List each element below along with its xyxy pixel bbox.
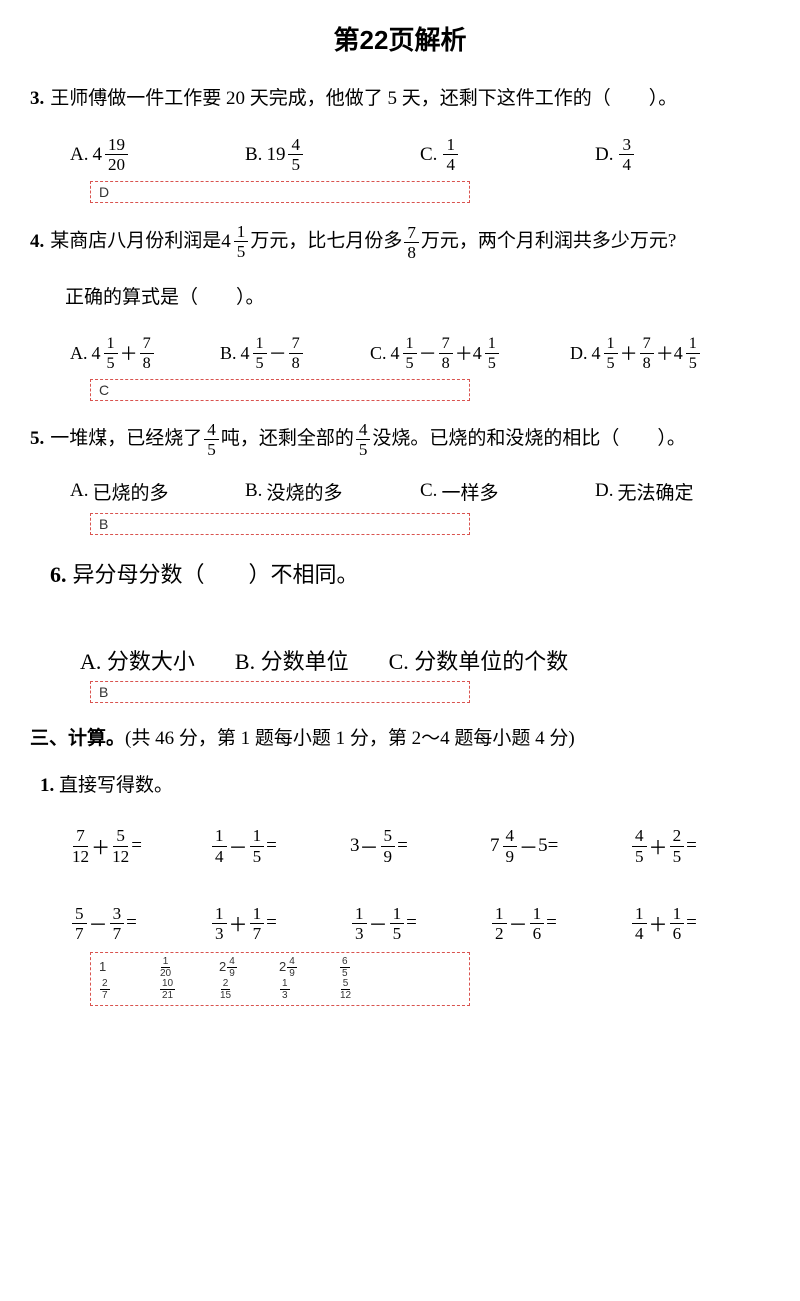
eq-2-2: 13＋17= [210, 905, 350, 942]
q6-opt-c: C. 分数单位的个数 [389, 644, 569, 676]
question-4: 4.某商店八月份利润是415万元，比七月份多78万元，两个月利润共多少万元? 正… [30, 223, 770, 400]
eq-1-4: 749－5= [490, 827, 630, 864]
q3-body: 王师傅做一件工作要 20 天完成，他做了 5 天，还剩下这件工作的（ ）。 [50, 88, 677, 109]
q4-text2: 正确的算式是（ ）。 [30, 281, 770, 315]
ans-2-5: 512 [339, 979, 399, 1001]
q5-opt-c: C.一样多 [420, 478, 595, 505]
ans-row-1: 1 120 249 249 65 [99, 957, 461, 979]
q6-num: 6. [50, 562, 67, 587]
equations-row-1: 712＋512= 14－15= 3－59= 749－5= 45＋25= [30, 827, 770, 864]
ans-1-3: 249 [219, 957, 279, 979]
equations-row-2: 57－37= 13＋17= 13－15= 12－16= 14＋16= [30, 905, 770, 942]
eq-1-1: 712＋512= [70, 827, 210, 864]
q4-opt-d: D. 415＋78＋415 [570, 335, 770, 370]
question-3: 3.王师傅做一件工作要 20 天完成，他做了 5 天，还剩下这件工作的（ ）。 … [30, 82, 770, 203]
q3-text: 3. 王师傅做一件工作要 20 天完成，他做了 5 天，还剩下这件工作的（ ）。 [30, 82, 770, 116]
q6-text: 6.异分母分数（ ）不相同。 [30, 555, 770, 595]
ans-row-2: 27 1021 215 13 512 [99, 979, 461, 1001]
q4-answer: C [90, 379, 470, 401]
q4-options: A. 415＋78 B. 415－78 C. 415－78＋415 D. 415… [30, 335, 770, 370]
ans-2-2: 1021 [159, 979, 219, 1001]
question-6: 6.异分母分数（ ）不相同。 A. 分数大小 B. 分数单位 C. 分数单位的个… [30, 555, 770, 704]
eq-2-3: 13－15= [350, 905, 490, 942]
question-5: 5.一堆煤，已经烧了45吨，还剩全部的45没烧。已烧的和没烧的相比（ ）。 A.… [30, 421, 770, 535]
q6-opt-a: A. 分数大小 [80, 644, 195, 676]
eq-1-5: 45＋25= [630, 827, 770, 864]
q4-text: 4.某商店八月份利润是415万元，比七月份多78万元，两个月利润共多少万元? [30, 223, 770, 261]
q6-options: A. 分数大小 B. 分数单位 C. 分数单位的个数 [30, 644, 770, 676]
ans-1-5: 65 [339, 957, 399, 979]
ans-2-1: 27 [99, 979, 159, 1001]
calc-answers: 1 120 249 249 65 27 1021 215 13 512 [90, 952, 470, 1006]
eq-1-3: 3－59= [350, 827, 490, 864]
q5-answer: B [90, 513, 470, 535]
q4-num: 4. [30, 231, 44, 252]
q5-opt-a: A.已烧的多 [70, 478, 245, 505]
q3-answer: D [90, 181, 470, 203]
q4-opt-b: B. 415－78 [220, 335, 370, 370]
q3-opt-a: A. 41920 [70, 136, 245, 173]
ans-1-1: 1 [99, 957, 159, 979]
q5-options: A.已烧的多 B.没烧的多 C.一样多 D.无法确定 [30, 478, 770, 505]
eq-2-4: 12－16= [490, 905, 630, 942]
ans-1-4: 249 [279, 957, 339, 979]
q3-options: A. 41920 B. 1945 C. 14 D. 34 [30, 136, 770, 173]
eq-2-5: 14＋16= [630, 905, 770, 942]
q5-text: 5.一堆煤，已经烧了45吨，还剩全部的45没烧。已烧的和没烧的相比（ ）。 [30, 421, 770, 458]
q3-opt-d: D. 34 [595, 136, 770, 173]
section-3-heading: 三、计算。(共 46 分，第 1 题每小题 1 分，第 2～4 题每小题 4 分… [30, 723, 770, 750]
q6-answer: B [90, 681, 470, 703]
q4-opt-c: C. 415－78＋415 [370, 335, 570, 370]
ans-2-3: 215 [219, 979, 279, 1001]
ans-1-2: 120 [159, 957, 219, 979]
q5-num: 5. [30, 428, 44, 449]
q6-opt-b: B. 分数单位 [235, 644, 349, 676]
sub-question-1: 1. 直接写得数。 [30, 770, 770, 797]
q3-opt-b: B. 1945 [245, 136, 420, 173]
q3-num: 3. [30, 88, 44, 109]
q5-opt-d: D.无法确定 [595, 478, 770, 505]
eq-1-2: 14－15= [210, 827, 350, 864]
q5-opt-b: B.没烧的多 [245, 478, 420, 505]
q4-opt-a: A. 415＋78 [70, 335, 220, 370]
ans-2-4: 13 [279, 979, 339, 1001]
q3-opt-c: C. 14 [420, 136, 595, 173]
page-title: 第22页解析 [30, 20, 770, 57]
eq-2-1: 57－37= [70, 905, 210, 942]
